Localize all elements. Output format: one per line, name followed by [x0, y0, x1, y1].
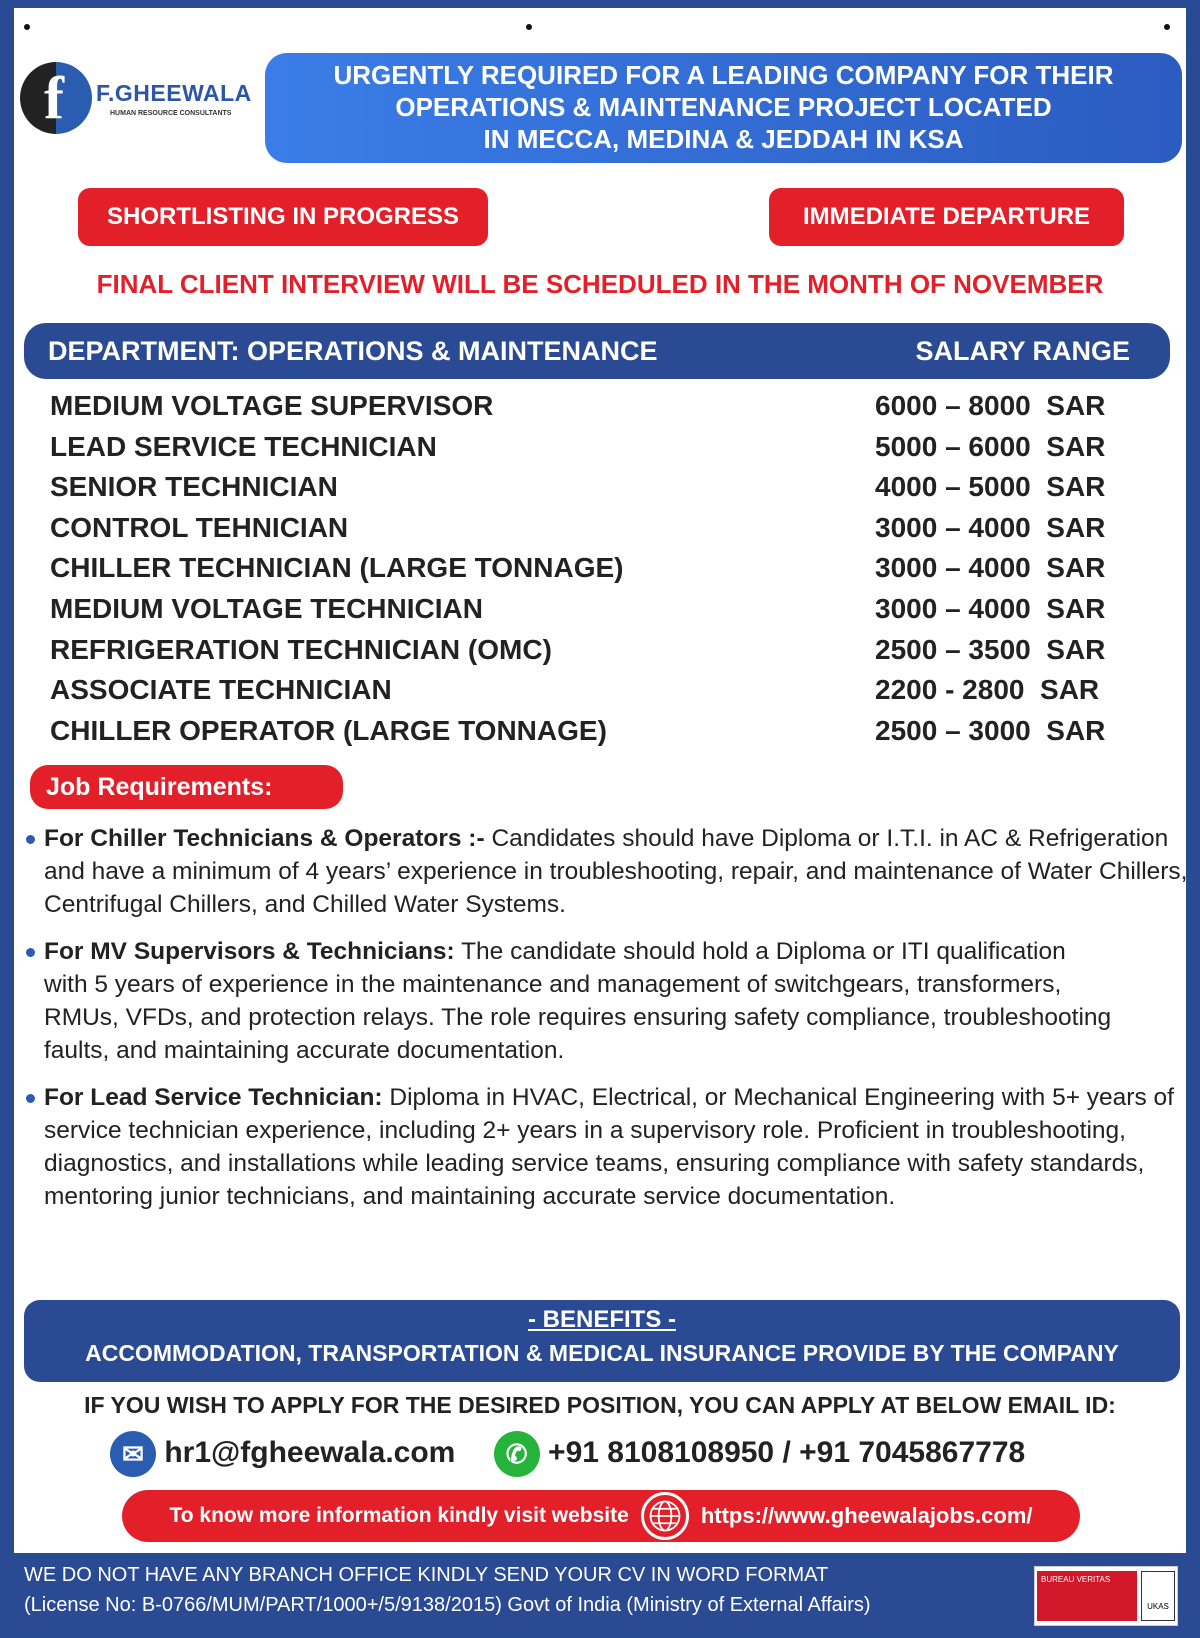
position-name: ASSOCIATE TECHNICIAN — [50, 674, 392, 706]
requirement-label: For MV Supervisors & Technicians: — [44, 938, 455, 965]
requirement-item: For MV Supervisors & Technicians: The ca… — [26, 935, 1114, 1067]
footer-license: (License No: B-0766/MUM/PART/1000+/5/913… — [24, 1594, 871, 1616]
benefits-title: - BENEFITS - — [528, 1306, 676, 1333]
corner-dot — [1164, 24, 1170, 30]
cert-label: BUREAU VERITAS — [1041, 1575, 1111, 1584]
requirement-text: The candidate should hold a Diploma or I… — [44, 938, 1112, 1064]
headline-line: URGENTLY REQUIRED FOR A LEADING COMPANY … — [333, 60, 1114, 90]
phone-numbers[interactable]: +91 8108108950 / +91 7045867778 — [548, 1436, 1026, 1469]
certification-badges: BUREAU VERITAS UKAS — [1034, 1566, 1178, 1626]
position-name: SENIOR TECHNICIAN — [50, 471, 338, 503]
cert-label: UKAS — [1147, 1602, 1169, 1611]
salary-range: 2200 - 2800 SAR — [875, 674, 1100, 706]
salary-range: 5000 – 6000 SAR — [875, 430, 1106, 462]
position-name: MEDIUM VOLTAGE SUPERVISOR — [50, 390, 494, 421]
requirement-text: Diploma in HVAC, Electrical, or Mechanic… — [44, 1084, 1174, 1210]
position-name: CONTROL TEHNICIAN — [50, 511, 349, 543]
shortlisting-badge: SHORTLISTING IN PROGRESS — [78, 188, 488, 246]
table-row: CHILLER TECHNICIAN (LARGE TONNAGE) 3000 –… — [50, 548, 1150, 588]
table-row: SENIOR TECHNICIAN 4000 – 5000 SAR — [50, 467, 1150, 507]
email-link[interactable]: hr1@fgheewala.com — [164, 1436, 456, 1469]
salary-range: 3000 – 4000 SAR — [875, 593, 1106, 624]
website-banner: To know more information kindly visit we… — [122, 1490, 1080, 1542]
salary-range: 6000 – 8000 SAR — [875, 390, 1106, 421]
table-row: MEDIUM VOLTAGE SUPERVISOR 6000 – 8000 SAR — [50, 386, 1150, 426]
departure-badge: IMMEDIATE DEPARTURE — [769, 188, 1124, 246]
contact-row: ✉ hr1@fgheewala.com ✆ +91 8108108950 / +… — [110, 1428, 1110, 1478]
salary-range: 2500 – 3500 SAR — [875, 633, 1106, 665]
department-header: DEPARTMENT: OPERATIONS & MAINTENANCE — [48, 336, 658, 366]
apply-instructions: IF YOU WISH TO APPLY FOR THE DESIRED POS… — [84, 1392, 1116, 1418]
salary-range: 4000 – 5000 SAR — [875, 471, 1106, 503]
benefits-box: - BENEFITS - ACCOMMODATION, TRANSPORTATI… — [24, 1300, 1180, 1382]
envelope-icon: ✉ — [110, 1431, 156, 1478]
table-row: CHILLER OPERATOR (LARGE TONNAGE) 2500 – 3… — [50, 711, 1150, 751]
table-row: MEDIUM VOLTAGE TECHNICIAN 3000 – 4000 SAR — [50, 589, 1150, 629]
salary-header: SALARY RANGE — [915, 336, 1130, 366]
table-row: CONTROL TEHNICIAN 3000 – 4000 SAR — [50, 508, 1150, 548]
whatsapp-icon: ✆ — [493, 1431, 540, 1478]
requirement-item: For Lead Service Technician: Diploma in … — [26, 1081, 1189, 1213]
salary-range: 3000 – 4000 SAR — [875, 511, 1106, 543]
salary-range: 3000 – 4000 SAR — [875, 552, 1106, 584]
globe-icon — [640, 1492, 689, 1540]
logo-mark-icon: f — [20, 62, 92, 134]
corner-dot — [526, 24, 532, 30]
ukas-badge: UKAS — [1141, 1571, 1175, 1621]
logo-subtitle: HUMAN RESOURCE CONSULTANTS — [110, 110, 232, 117]
interview-notice: FINAL CLIENT INTERVIEW WILL BE SCHEDULED… — [96, 269, 1104, 299]
position-name: LEAD SERVICE TECHNICIAN — [50, 430, 437, 462]
headline-banner: URGENTLY REQUIRED FOR A LEADING COMPANY … — [265, 53, 1182, 163]
position-name: REFRIGERATION TECHNICIAN (OMC) — [50, 633, 552, 665]
corner-dot — [24, 24, 30, 30]
requirement-text: Candidates should have Diploma or I.T.I.… — [44, 825, 1188, 918]
position-name: CHILLER OPERATOR (LARGE TONNAGE) — [50, 714, 607, 746]
position-name: MEDIUM VOLTAGE TECHNICIAN — [50, 593, 483, 624]
requirement-label: For Lead Service Technician: — [44, 1084, 383, 1111]
requirements-title: Job Requirements: — [30, 765, 343, 809]
benefits-text: ACCOMMODATION, TRANSPORTATION & MEDICAL … — [85, 1340, 1119, 1366]
position-name: CHILLER TECHNICIAN (LARGE TONNAGE) — [50, 552, 624, 584]
footer-notice: WE DO NOT HAVE ANY BRANCH OFFICE KINDLY … — [24, 1564, 829, 1586]
headline-line: IN MECCA, MEDINA & JEDDAH IN KSA — [483, 124, 964, 154]
table-header: DEPARTMENT: OPERATIONS & MAINTENANCE SAL… — [24, 323, 1170, 379]
bureau-veritas-badge: BUREAU VERITAS — [1037, 1571, 1137, 1621]
requirements-list: For Chiller Technicians & Operators :- C… — [26, 822, 1189, 1227]
requirement-label: For Chiller Technicians & Operators :- — [44, 825, 485, 852]
table-row: REFRIGERATION TECHNICIAN (OMC) 2500 – 350… — [50, 630, 1150, 670]
headline-line: OPERATIONS & MAINTENANCE PROJECT LOCATED — [395, 92, 1052, 122]
logo-name: F.GHEEWALA — [96, 80, 252, 106]
requirement-item: For Chiller Technicians & Operators :- C… — [26, 822, 1189, 921]
website-label: To know more information kindly visit we… — [169, 1504, 629, 1527]
website-link[interactable]: https://www.gheewalajobs.com/ — [700, 1503, 1033, 1528]
company-logo: f F.GHEEWALA HUMAN RESOURCE CONSULTANTS — [20, 62, 260, 142]
table-row: ASSOCIATE TECHNICIAN 2200 - 2800 SAR — [50, 670, 1150, 710]
table-row: LEAD SERVICE TECHNICIAN 5000 – 6000 SAR — [50, 427, 1150, 467]
salary-range: 2500 – 3000 SAR — [875, 714, 1106, 746]
